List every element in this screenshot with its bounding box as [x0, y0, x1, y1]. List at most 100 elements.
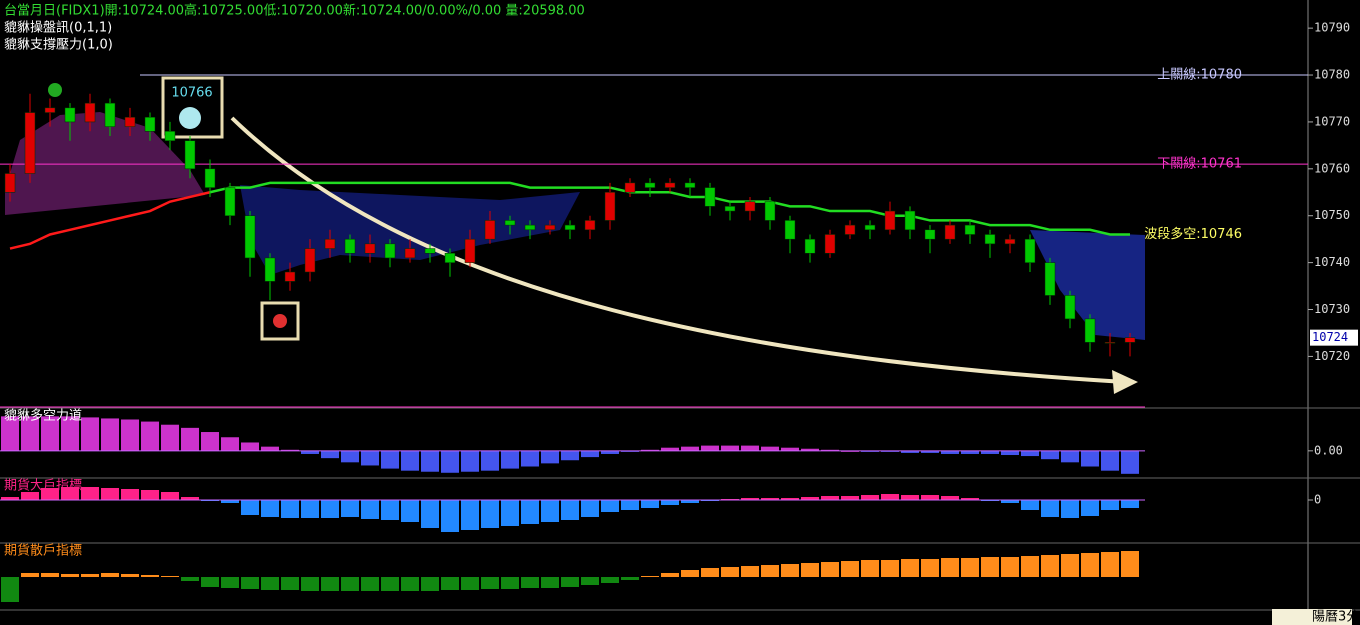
candle-body: [384, 243, 396, 259]
indicator-bar: [61, 574, 79, 577]
indicator-bar: [1101, 450, 1119, 471]
indicator-bar: [861, 450, 879, 452]
indicator-bar: [541, 500, 559, 522]
indicator-bar: [221, 437, 239, 451]
indicator-bar: [181, 577, 199, 581]
indicator-bar: [1021, 500, 1039, 510]
y-tick-label: 10740: [1314, 255, 1350, 269]
indicator-bar: [781, 564, 799, 577]
indicator-bar: [961, 498, 979, 500]
indicator-bar: [921, 450, 939, 453]
indicator-bar: [1021, 450, 1039, 457]
level-label: 波段多空:10746: [1144, 226, 1242, 242]
indicator-bar: [301, 500, 319, 518]
arrow-head: [1112, 370, 1138, 394]
candle-body: [124, 116, 136, 127]
indicator-bar: [601, 450, 619, 454]
indicator-bar: [421, 577, 439, 591]
candle-body: [1064, 295, 1076, 320]
candle-body: [1004, 238, 1016, 245]
candle-body: [764, 201, 776, 221]
indicator-bar: [501, 500, 519, 526]
candle-body: [404, 248, 416, 259]
indicator-bar: [721, 567, 739, 577]
panel-title: 期貨大戶指標: [4, 478, 82, 494]
indicator-bar: [521, 450, 539, 467]
candle-body: [824, 234, 836, 254]
indicator-bar: [161, 576, 179, 577]
indicator-bar: [201, 432, 219, 451]
indicator-bar: [401, 450, 419, 471]
candle-body: [724, 206, 736, 212]
indicator-bar: [1121, 551, 1139, 577]
y-tick-label: 10720: [1314, 349, 1350, 363]
indicator-bar: [941, 496, 959, 500]
candle-body: [244, 215, 256, 259]
indicator-bar: [721, 445, 739, 451]
indicator-name: 貔貅操盤訊(0,1,1): [4, 20, 112, 36]
indicator-bar: [1, 497, 19, 500]
indicator-bar: [921, 559, 939, 577]
indicator-bar: [421, 450, 439, 472]
indicator-bar: [601, 500, 619, 512]
indicator-bar: [841, 561, 859, 577]
quote-line: 台當月日(FIDX1)開:10724.00高:10725.00低:10720.0…: [4, 3, 585, 19]
candle-body: [664, 182, 676, 188]
indicator-bar: [301, 577, 319, 591]
marker-box: [260, 301, 300, 341]
indicator-bar: [1081, 553, 1099, 577]
indicator-bar: [281, 449, 299, 451]
indicator-bar: [101, 418, 119, 451]
indicator-bar: [141, 575, 159, 577]
indicator-bar: [401, 500, 419, 522]
candle-body: [844, 224, 856, 235]
moving-average: [209, 181, 1130, 236]
trend-arrow: [230, 116, 1126, 384]
indicator-bar: [181, 497, 199, 500]
indicator-bar: [161, 424, 179, 451]
indicator-bar: [941, 450, 959, 454]
indicator-bar: [201, 577, 219, 587]
indicator-bar: [661, 447, 679, 451]
indicator-bar: [61, 487, 79, 500]
marker-icon: [48, 83, 62, 97]
candle-body: [164, 131, 176, 141]
indicator-bar: [581, 577, 599, 585]
indicator-bar: [101, 573, 119, 577]
indicator-bar: [741, 498, 759, 500]
indicator-bar: [561, 450, 579, 461]
candle-body: [364, 243, 376, 254]
y-tick-label: 10750: [1314, 208, 1350, 222]
indicator-bar: [461, 500, 479, 530]
indicator-bar: [901, 559, 919, 577]
indicator-bar: [1061, 554, 1079, 577]
indicator-bar: [301, 450, 319, 454]
candle-body: [64, 107, 76, 123]
y-tick-label: 10770: [1314, 114, 1350, 128]
candle-body: [484, 220, 496, 240]
indicator-bar: [181, 427, 199, 451]
indicator-bar: [1061, 450, 1079, 463]
candle-body: [504, 220, 516, 226]
indicator-bar: [461, 450, 479, 472]
indicator-bar: [221, 577, 239, 588]
indicator-bar: [781, 498, 799, 500]
candle-body: [24, 112, 36, 174]
indicator-bar: [41, 416, 59, 451]
indicator-bar: [821, 496, 839, 500]
indicator-bar: [581, 500, 599, 517]
indicator-bar: [661, 573, 679, 577]
indicator-bar: [561, 577, 579, 587]
indicator-bar: [581, 450, 599, 458]
footer-box: [1272, 609, 1352, 625]
band-fill: [240, 185, 580, 275]
indicator-bar: [501, 450, 519, 469]
candle-body: [1104, 342, 1116, 344]
last-price: 10724: [1312, 330, 1348, 344]
candle-body: [344, 238, 356, 254]
indicator-bar: [901, 450, 919, 453]
y-tick-label: 10730: [1314, 302, 1350, 316]
indicator-bar: [1001, 557, 1019, 577]
indicator-bar: [321, 577, 339, 591]
